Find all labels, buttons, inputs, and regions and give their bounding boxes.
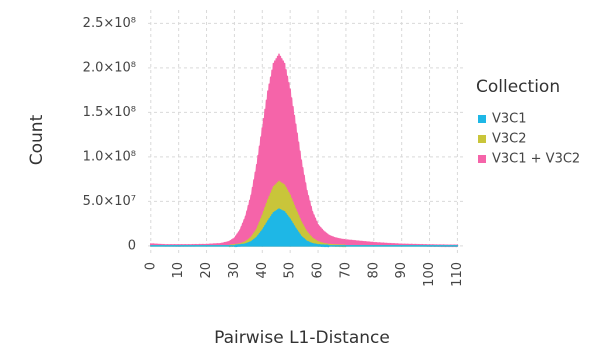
x-tick-label: 30 <box>227 262 242 279</box>
x-tick-label: 80 <box>366 262 381 279</box>
x-tick-label: 110 <box>450 262 465 287</box>
y-tick-label: 2.0×10⁸ <box>83 60 136 75</box>
legend-label: V3C1 + V3C2 <box>492 152 580 167</box>
y-tick-label: 0 <box>128 238 136 253</box>
x-tick-label: 100 <box>422 262 437 287</box>
y-tick-label: 5.0×10⁷ <box>83 194 136 209</box>
y-tick-label: 1.0×10⁸ <box>83 149 136 164</box>
x-tick-label: 60 <box>311 262 326 279</box>
legend-swatch <box>478 155 486 163</box>
x-axis-ticks: 0 10 20 30 40 50 60 70 80 90 100 110 <box>143 262 465 287</box>
x-tick-label: 20 <box>199 262 214 279</box>
series-area-v3c1 <box>150 208 459 248</box>
y-axis-ticks: 0 5.0×10⁷ 1.0×10⁸ 1.5×10⁸ 2.0×10⁸ 2.5×10⁸ <box>83 16 136 254</box>
x-tick-label: 50 <box>283 262 298 279</box>
series-layer <box>150 53 459 248</box>
x-tick-label: 90 <box>394 262 409 279</box>
legend-label: V3C1 <box>492 112 527 127</box>
x-axis-title: Pairwise L1-Distance <box>214 328 390 348</box>
legend-title: Collection <box>476 77 560 97</box>
series-area-v3c1-v3c2 <box>150 53 459 248</box>
x-tick-label: 70 <box>338 262 353 279</box>
x-tick-label: 0 <box>143 262 158 270</box>
y-tick-label: 2.5×10⁸ <box>83 16 136 31</box>
y-axis-title: Count <box>27 114 47 165</box>
legend-swatch <box>478 135 486 143</box>
x-tick-label: 40 <box>255 262 270 279</box>
legend-swatch <box>478 115 486 123</box>
y-tick-label: 1.5×10⁸ <box>83 105 136 120</box>
x-tick-label: 10 <box>171 262 186 279</box>
legend: Collection V3C1 V3C2 V3C1 + V3C2 <box>476 77 580 167</box>
legend-label: V3C2 <box>492 132 527 147</box>
